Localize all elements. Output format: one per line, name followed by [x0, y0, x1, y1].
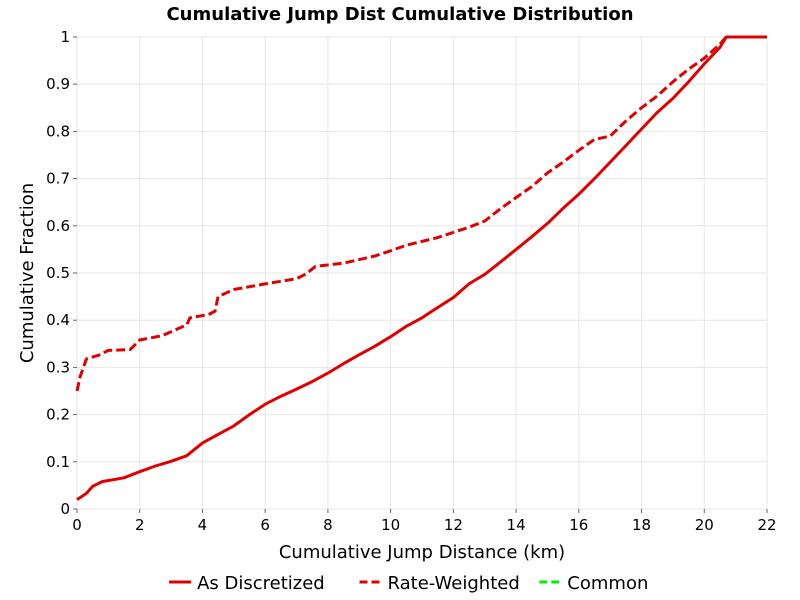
- y-tick-label: 0.7: [46, 170, 70, 188]
- x-tick-label: 16: [569, 516, 588, 534]
- y-tick-label: 0.5: [46, 264, 70, 282]
- y-tick-label: 0: [60, 500, 70, 518]
- y-tick-label: 0.2: [46, 406, 70, 424]
- x-tick-label: 8: [323, 516, 333, 534]
- y-tick-label: 0.8: [46, 122, 70, 140]
- x-tick-label: 6: [260, 516, 270, 534]
- x-axis-label: Cumulative Jump Distance (km): [279, 542, 565, 563]
- chart-title: Cumulative Jump Dist Cumulative Distribu…: [166, 4, 633, 25]
- series-line-rate-weighted: [75, 35, 767, 392]
- y-tick-label: 0.1: [46, 453, 70, 471]
- legend: As Discretized Rate-Weighted Common: [169, 573, 648, 594]
- series-line-as-discretized: [76, 35, 767, 501]
- y-tick-label: 0.9: [46, 75, 70, 93]
- y-tick-label: 1: [60, 28, 70, 46]
- legend-label: Common: [567, 573, 648, 594]
- x-tick-label: 4: [198, 516, 208, 534]
- x-tick-label: 2: [135, 516, 145, 534]
- y-axis-ticks: 0 0.1 0.2 0.3 0.4 0.5 0.6 0.7 0.8 0.9 1: [46, 28, 77, 518]
- y-tick-label: 0.6: [46, 217, 70, 235]
- legend-label: As Discretized: [197, 573, 325, 594]
- y-tick-label: 0.3: [46, 358, 70, 376]
- grid: [76, 36, 768, 510]
- legend-label: Rate-Weighted: [388, 573, 520, 594]
- y-axis-label: Cumulative Fraction: [17, 183, 38, 363]
- x-tick-label: 18: [632, 516, 651, 534]
- x-tick-label: 14: [507, 516, 526, 534]
- x-tick-label: 22: [757, 516, 776, 534]
- x-tick-label: 10: [381, 516, 400, 534]
- x-tick-label: 12: [444, 516, 463, 534]
- x-tick-label: 20: [695, 516, 714, 534]
- x-axis-ticks: 0 2 4 6 8 10 12 14 16 18 20 22: [72, 509, 777, 534]
- series-lines: [75, 35, 767, 501]
- x-tick-label: 0: [72, 516, 82, 534]
- y-tick-label: 0.4: [46, 311, 70, 329]
